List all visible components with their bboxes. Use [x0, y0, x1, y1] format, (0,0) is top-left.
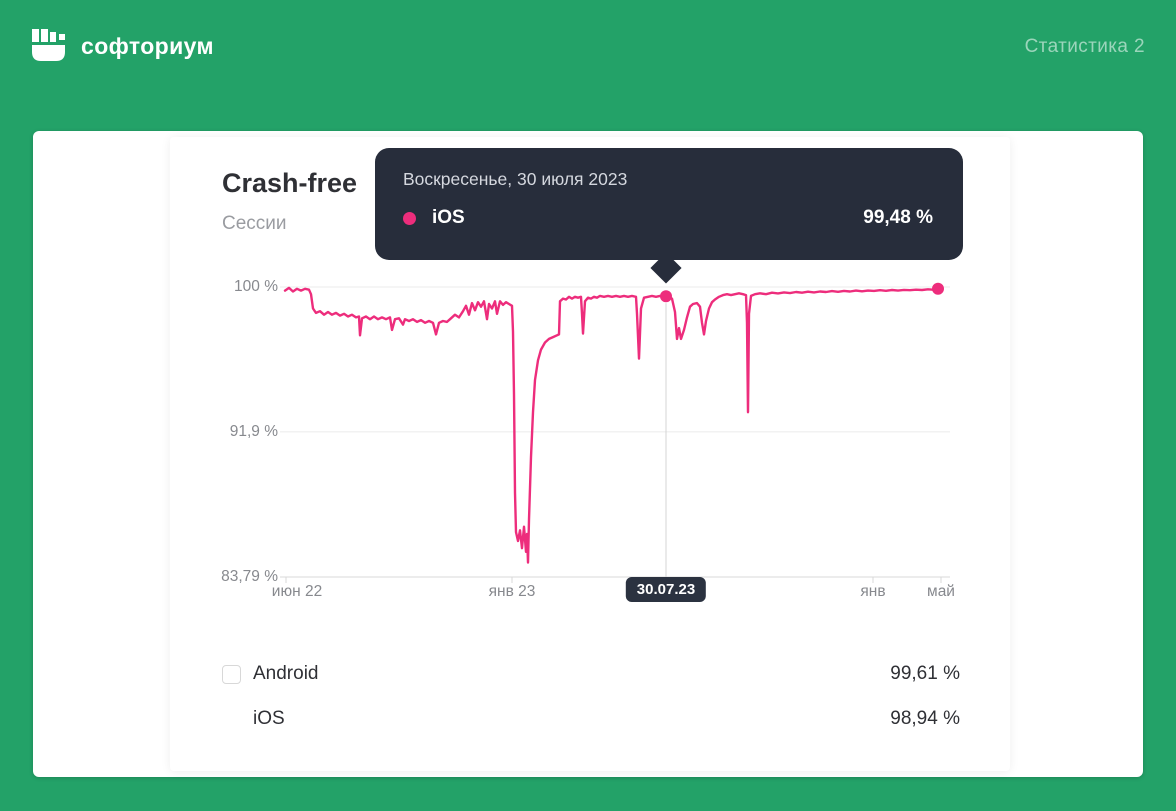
tooltip-date: Воскресенье, 30 июля 2023 — [403, 169, 628, 189]
series-line-ios — [283, 286, 940, 564]
legend-label-ios: iOS — [253, 708, 285, 729]
check-icon — [225, 713, 238, 724]
brand-logo: софториум — [30, 27, 214, 65]
legend-row-android[interactable]: Android 99,61 % — [222, 660, 960, 688]
brand-name: софториум — [81, 32, 214, 59]
y-tick-83-79: 83,79 % — [221, 568, 278, 585]
slide-title: Статистика 2 — [1024, 36, 1145, 57]
tooltip-row: iOS 99,48 % — [403, 207, 933, 229]
x-tick-jan-23: янв 23 — [488, 583, 536, 600]
x-tick-may: май — [927, 583, 955, 600]
series-dot-icon — [403, 211, 416, 225]
chart-subtitle: Сессии — [222, 213, 287, 234]
legend-label-android: Android — [253, 663, 319, 684]
highlight-point[interactable] — [660, 290, 672, 303]
x-tick-jun-22: июн 22 — [271, 583, 323, 600]
legend-value-android: 99,61 % — [890, 663, 960, 684]
fist-logo-icon — [32, 29, 65, 61]
selected-date-badge: 30.07.23 — [625, 577, 707, 602]
tooltip-series-name: iOS — [432, 207, 465, 228]
y-tick-100: 100 % — [234, 278, 278, 295]
chart-tooltip: Воскресенье, 30 июля 2023 iOS 99,48 % — [375, 148, 963, 260]
ios-checkbox[interactable] — [222, 710, 241, 729]
last-point[interactable] — [932, 282, 944, 295]
chart-title: Crash-free — [222, 168, 358, 198]
tooltip-value: 99,48 % — [863, 207, 933, 228]
y-tick-91-9: 91,9 % — [229, 423, 278, 440]
legend-value-ios: 98,94 % — [890, 708, 960, 729]
x-tick-jan: янв — [860, 583, 886, 600]
android-checkbox[interactable] — [222, 664, 241, 684]
legend-row-ios[interactable]: iOS 98,94 % — [222, 705, 960, 733]
